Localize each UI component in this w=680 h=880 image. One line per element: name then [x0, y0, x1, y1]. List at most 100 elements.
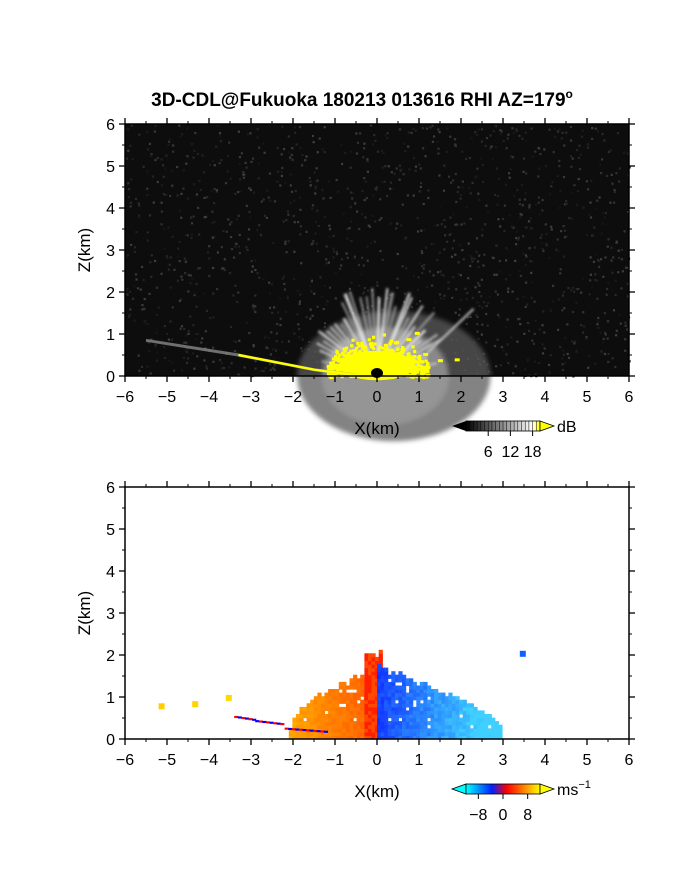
noise-pixel: [340, 258, 344, 261]
noise-pixel: [186, 347, 189, 350]
velocity-cell-away: [380, 685, 385, 690]
velocity-cell-away: [416, 721, 421, 726]
noise-pixel: [612, 309, 616, 312]
noise-pixel: [443, 164, 446, 167]
noise-pixel: [286, 296, 289, 299]
velocity-cell-away: [402, 674, 407, 679]
noise-pixel: [257, 177, 260, 180]
noise-pixel: [369, 124, 372, 127]
noise-pixel: [565, 200, 568, 203]
velocity-cell-away: [394, 721, 399, 726]
noise-pixel: [271, 311, 274, 314]
noise-pixel: [139, 288, 142, 291]
noise-pixel: [493, 273, 496, 276]
noise-pixel: [433, 135, 436, 138]
noise-pixel: [209, 316, 212, 320]
velocity-cell-toward: [310, 717, 315, 722]
velocity-streak-cell: [265, 721, 271, 724]
velocity-cell-away: [398, 728, 403, 733]
noise-pixel: [498, 316, 501, 319]
velocity-cell-away: [380, 681, 385, 687]
velocity-colorbar-tick-label: 0: [499, 807, 508, 824]
velocity-cell-core: [371, 692, 376, 697]
noise-pixel: [591, 127, 594, 130]
noise-pixel: [509, 168, 512, 171]
noise-pixel: [167, 338, 170, 341]
velocity-cell-core: [368, 689, 373, 694]
velocity-cell-away: [452, 710, 457, 715]
velocity-cell-away: [484, 735, 489, 740]
core-pixel: [388, 349, 392, 353]
noise-pixel: [563, 144, 566, 147]
noise-pixel: [311, 204, 315, 207]
velocity-cell-away: [459, 721, 464, 726]
velocity-isolated-point: [192, 701, 199, 708]
noise-pixel: [524, 254, 527, 257]
noise-pixel: [621, 270, 624, 273]
noise-pixel: [600, 232, 603, 235]
noise-pixel: [600, 172, 603, 175]
noise-pixel: [262, 370, 265, 373]
velocity-cell-away: [380, 731, 385, 737]
core-speckle: [414, 331, 420, 335]
velocity-cell-toward: [317, 692, 322, 697]
noise-pixel: [611, 182, 614, 185]
velocity-cell-away: [459, 735, 464, 740]
velocity-cell-away: [416, 731, 421, 737]
noise-pixel: [288, 151, 291, 154]
snr-colorbar-low-arrow: [452, 421, 466, 431]
noise-pixel: [495, 365, 498, 368]
noise-pixel: [282, 275, 286, 278]
velocity-cell-away: [402, 678, 407, 683]
noise-pixel: [606, 320, 610, 323]
noise-pixel: [609, 201, 612, 204]
noise-pixel: [614, 365, 617, 369]
velocity-cell-away: [405, 717, 410, 722]
velocity-cell-away: [448, 703, 453, 708]
noise-pixel: [179, 210, 182, 213]
noise-pixel: [476, 330, 479, 333]
velocity-cell-away: [469, 706, 474, 712]
snr-colorbar-ticks: 6 12 18: [469, 421, 542, 461]
velocity-cell-toward: [335, 692, 340, 697]
velocity-cell-away: [484, 721, 489, 726]
snr-colorbar-tick-label: 18: [524, 444, 542, 461]
noise-pixel: [291, 158, 294, 161]
velocity-cell-away: [441, 717, 446, 722]
noise-pixel: [299, 293, 302, 296]
core-pixel: [424, 359, 428, 363]
noise-pixel: [290, 153, 293, 156]
core-pixel: [343, 349, 347, 353]
velocity-cell-away: [391, 699, 396, 704]
noise-pixel: [365, 197, 368, 200]
velocity-cell-away: [444, 735, 449, 740]
velocity-cell-away: [402, 699, 407, 704]
velocity-cell-toward: [295, 721, 301, 726]
noise-pixel: [522, 295, 525, 298]
velocity-streak-cell: [316, 730, 321, 733]
noise-pixel: [530, 296, 533, 299]
velocity-cell-core: [368, 664, 373, 669]
noise-pixel: [150, 254, 153, 257]
noise-pixel: [171, 235, 174, 238]
velocity-cell-away: [412, 728, 417, 733]
velocity-cell-away: [423, 717, 428, 722]
noise-pixel: [512, 372, 515, 375]
noise-pixel: [562, 175, 566, 179]
velocity-cell-away: [487, 714, 492, 719]
noise-pixel: [578, 144, 581, 147]
noise-pixel: [453, 138, 457, 141]
velocity-cell-away: [398, 685, 403, 690]
noise-pixel: [149, 261, 152, 264]
velocity-cell-toward: [356, 689, 361, 694]
velocity-cell-away: [384, 735, 389, 740]
noise-pixel: [511, 156, 515, 159]
velocity-cell-away: [434, 724, 439, 729]
velocity-cell-toward: [328, 731, 333, 737]
noise-pixel: [532, 342, 535, 345]
velocity-cell-toward: [349, 692, 354, 697]
velocity-cell-core: [368, 671, 373, 676]
velocity-cell-away: [419, 714, 424, 719]
velocity-cell-away: [377, 689, 382, 694]
velocity-cell-toward: [328, 714, 333, 719]
